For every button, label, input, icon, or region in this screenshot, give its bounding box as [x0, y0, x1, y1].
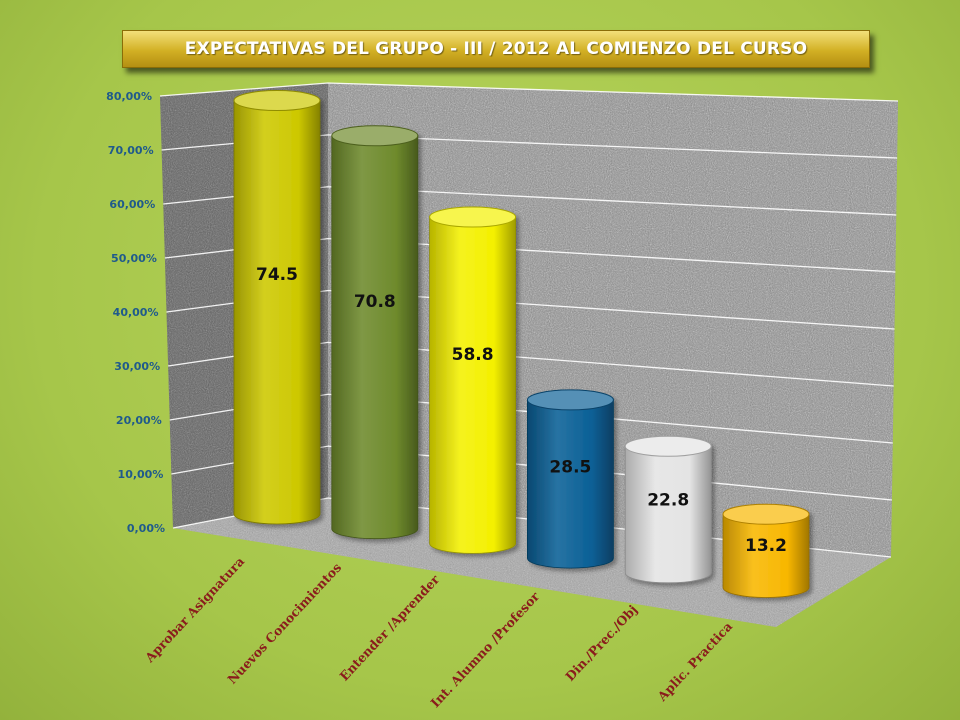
- bar-value-label: 13.2: [745, 536, 787, 556]
- bar-value-label: 28.5: [549, 457, 591, 477]
- gridline: [169, 393, 893, 444]
- x-category-label: Int. Alumno /Profesor: [427, 589, 542, 711]
- y-tick-label: 40,00%: [113, 306, 159, 319]
- gridline: [163, 186, 897, 216]
- y-tick-label: 60,00%: [109, 198, 155, 211]
- bars: 74.5 70.8 58.8 28.5 22.8 13.2: [233, 90, 810, 598]
- gridline: [161, 134, 898, 159]
- gridline: [159, 82, 899, 102]
- bar: [331, 125, 419, 540]
- x-category-label: Aplic. Practica: [654, 619, 735, 705]
- y-tick-label: 20,00%: [116, 414, 162, 427]
- y-tick-label: 0,00%: [127, 522, 165, 535]
- gridline: [166, 289, 895, 330]
- y-tick-label: 70,00%: [108, 144, 154, 157]
- bar-value-label: 70.8: [354, 292, 396, 312]
- bar-value-label: 58.8: [452, 345, 494, 365]
- chart-title-banner: EXPECTATIVAS DEL GRUPO - III / 2012 AL C…: [122, 30, 870, 68]
- x-category-label: Entender /Aprender: [336, 572, 442, 684]
- y-axis-ticks: 0,00% 10,00% 20,00% 30,00% 40,00% 50,00% 60,00…: [106, 90, 165, 535]
- x-category-label: Din./Prec./Obj: [562, 602, 640, 684]
- bar: [429, 206, 517, 554]
- y-tick-label: 10,00%: [118, 468, 164, 481]
- gridline: [164, 237, 896, 273]
- bar-value-label: 74.5: [256, 265, 298, 285]
- bar: [722, 503, 810, 598]
- x-category-label: Aprobar Asignatura: [141, 554, 247, 666]
- y-tick-label: 80,00%: [106, 90, 152, 103]
- y-tick-label: 50,00%: [111, 252, 157, 265]
- bar-value-label: 22.8: [647, 490, 689, 510]
- x-category-label: Nuevos Conocimientos: [224, 560, 344, 687]
- bar: [526, 389, 614, 569]
- y-tick-label: 30,00%: [114, 360, 160, 373]
- back-wall: [328, 83, 898, 557]
- bar: [624, 435, 712, 584]
- gridline: [168, 341, 894, 387]
- chart-title: EXPECTATIVAS DEL GRUPO - III / 2012 AL C…: [184, 39, 808, 59]
- bar: [233, 90, 321, 525]
